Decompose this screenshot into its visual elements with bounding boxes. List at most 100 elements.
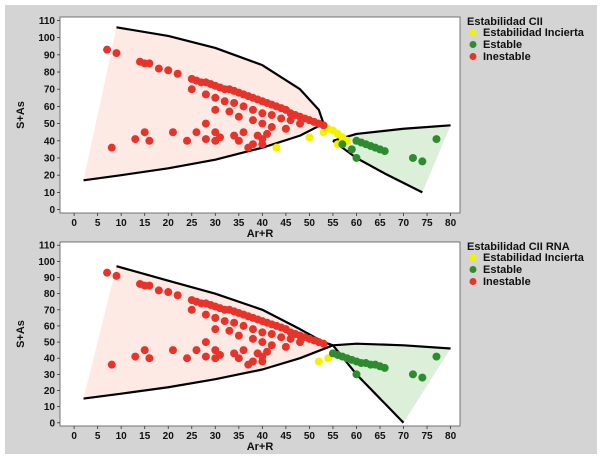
y-tick-label: 30: [44, 370, 56, 381]
data-point-inestable: [145, 59, 153, 67]
y-tick-label: 110: [39, 16, 56, 27]
data-point-inestable: [103, 46, 111, 54]
legend: Estabilidad CII RNAEstabilidad InciertaE…: [467, 241, 585, 288]
x-tick-label: 65: [374, 431, 386, 442]
data-point-inestable: [169, 346, 177, 354]
data-point-inestable: [249, 335, 257, 343]
legend-label: Estabilidad Incierta: [483, 252, 585, 264]
y-tick-label: 80: [44, 289, 56, 300]
data-point-inestable: [225, 108, 233, 116]
legend-marker: [470, 53, 477, 60]
x-tick-label: 35: [233, 218, 245, 229]
data-point-inestable: [282, 125, 290, 133]
data-point-inestable: [108, 144, 116, 152]
data-point-inestable: [183, 137, 191, 145]
data-point-inestable: [211, 94, 219, 102]
x-tick-label: 5: [95, 431, 101, 442]
data-point-inestable: [202, 120, 210, 128]
data-point-inestable: [221, 97, 229, 105]
data-point-inestable: [202, 135, 210, 143]
y-axis-label: S+As: [15, 320, 27, 348]
data-point-inestable: [296, 338, 304, 346]
data-point-inestable: [230, 319, 238, 327]
data-point-inestable: [258, 140, 266, 148]
data-point-inestable: [235, 332, 243, 340]
data-point-inestable: [211, 137, 219, 145]
data-point-inestable: [174, 70, 182, 78]
data-point-inestable: [164, 288, 172, 296]
data-point-inestable: [249, 106, 257, 114]
data-point-inestable: [268, 111, 276, 119]
data-point-estable: [338, 140, 346, 148]
x-tick-label: 50: [304, 218, 316, 229]
data-point-inestable: [145, 137, 153, 145]
data-point-inestable: [225, 327, 233, 335]
data-point-inestable: [131, 135, 139, 143]
data-point-inestable: [240, 322, 248, 330]
legend-label: Inestable: [483, 276, 531, 288]
data-point-inestable: [268, 341, 276, 349]
data-point-inestable: [202, 353, 210, 361]
x-tick-label: 15: [139, 218, 151, 229]
legend-marker: [470, 266, 477, 273]
legend-label: Estable: [483, 39, 522, 51]
data-point-inestable: [258, 338, 266, 346]
data-point-inestable: [235, 137, 243, 145]
data-point-inestable: [174, 291, 182, 299]
y-tick-label: 40: [44, 354, 56, 365]
data-point-inestable: [211, 354, 219, 362]
x-tick-label: 30: [210, 431, 222, 442]
legend-label: Estable: [483, 264, 522, 276]
x-tick-label: 0: [71, 431, 77, 442]
x-axis-label: Ar+R: [247, 228, 274, 240]
data-point-inestable: [108, 361, 116, 369]
data-point-inestable: [263, 130, 271, 138]
legend-marker: [470, 41, 477, 48]
y-tick-label: 90: [44, 273, 56, 284]
data-point-estabilidad-incierta: [272, 144, 280, 152]
data-point-estable: [352, 154, 360, 162]
chart-panel-2: 01020304050607080901001100 5 10 15 20 25 30 35 4…: [15, 241, 585, 453]
data-point-inestable: [282, 343, 290, 351]
y-tick-label: 20: [44, 386, 56, 397]
data-point-inestable: [249, 325, 257, 333]
data-point-inestable: [268, 330, 276, 338]
data-point-inestable: [131, 353, 139, 361]
data-point-inestable: [112, 49, 120, 57]
y-tick-label: 40: [44, 136, 56, 147]
data-point-inestable: [287, 116, 295, 124]
x-tick-label: 25: [186, 218, 198, 229]
data-point-inestable: [258, 357, 266, 365]
data-point-inestable: [211, 106, 219, 114]
x-tick-label: 10: [116, 218, 128, 229]
data-point-inestable: [240, 346, 248, 354]
legend-marker: [470, 278, 477, 285]
data-point-inestable: [263, 348, 271, 356]
data-point-inestable: [145, 354, 153, 362]
data-point-estable: [409, 370, 417, 378]
y-tick-label: 0: [49, 205, 55, 216]
data-point-inestable: [164, 66, 172, 74]
x-tick-label: 60: [351, 218, 363, 229]
data-point-estable: [409, 154, 417, 162]
x-tick-label: 55: [327, 218, 339, 229]
y-tick-label: 70: [44, 305, 56, 316]
data-point-inestable: [221, 317, 229, 325]
data-point-inestable: [268, 123, 276, 131]
data-point-inestable: [320, 340, 328, 348]
data-point-inestable: [320, 121, 328, 129]
data-point-estabilidad-incierta: [305, 133, 313, 141]
x-tick-label: 45: [280, 431, 292, 442]
data-point-inestable: [112, 272, 120, 280]
x-tick-label: 0: [71, 218, 77, 229]
data-point-estable: [418, 157, 426, 165]
x-tick-label: 75: [421, 431, 433, 442]
data-point-estable: [381, 364, 389, 372]
data-point-estable: [381, 147, 389, 155]
data-point-inestable: [277, 333, 285, 341]
data-point-inestable: [202, 90, 210, 98]
data-point-inestable: [258, 109, 266, 117]
x-tick-label: 10: [116, 431, 128, 442]
data-point-inestable: [183, 354, 191, 362]
